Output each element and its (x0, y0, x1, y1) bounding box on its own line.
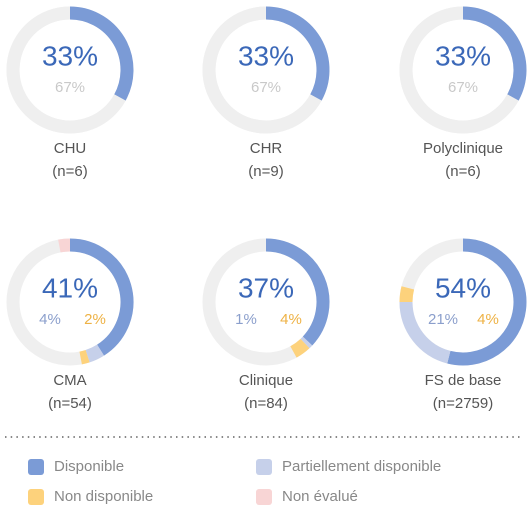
donut-segment (265, 6, 330, 101)
donut-segment (290, 338, 310, 358)
unavailable-label: 2% (84, 311, 106, 328)
sample-size: (n=2759) (433, 395, 493, 412)
main-value-label: 33% (435, 40, 491, 71)
category-label: CHR (250, 140, 283, 157)
partial-label: 21% (428, 311, 458, 328)
donut-segment (69, 6, 134, 101)
legend-label: Non disponible (54, 488, 153, 505)
donut-segment (85, 344, 105, 363)
main-value-label: 33% (42, 40, 98, 71)
donut-segment (69, 238, 134, 356)
unavailable-label: 4% (280, 311, 302, 328)
legend-swatch (28, 459, 44, 475)
unavailable-label: 4% (477, 311, 499, 328)
donut-remainder (399, 6, 519, 134)
remainder-label: 67% (55, 79, 85, 96)
donut-segment (399, 286, 415, 303)
category-label: CMA (53, 372, 86, 389)
donut-segment (58, 238, 71, 253)
main-value-label: 54% (435, 272, 491, 303)
sample-size: (n=54) (48, 395, 92, 412)
remainder-label: 67% (448, 79, 478, 96)
donut-segment (79, 349, 90, 365)
legend-label: Disponible (54, 458, 124, 475)
main-value-label: 37% (238, 272, 294, 303)
category-label: Polyclinique (423, 140, 503, 157)
partial-label: 4% (39, 311, 61, 328)
donut-segment (265, 238, 330, 346)
donut-remainder (6, 6, 126, 134)
legend-swatch (256, 459, 272, 475)
remainder-label: 67% (251, 79, 281, 96)
sample-size: (n=84) (244, 395, 288, 412)
category-label: CHU (54, 140, 87, 157)
legend-label: Non évalué (282, 488, 358, 505)
category-label: FS de base (425, 372, 502, 389)
legend-swatch (28, 489, 44, 505)
sample-size: (n=6) (445, 163, 480, 180)
main-value-label: 33% (238, 40, 294, 71)
donut-segment (447, 238, 527, 366)
donut-remainder (202, 6, 322, 134)
legend-swatch (256, 489, 272, 505)
donut-segment (399, 301, 451, 364)
category-label: Clinique (239, 372, 293, 389)
donut-segment (300, 336, 313, 349)
main-value-label: 41% (42, 272, 98, 303)
sample-size: (n=9) (248, 163, 283, 180)
donut-segment (462, 6, 527, 101)
partial-label: 1% (235, 311, 257, 328)
sample-size: (n=6) (52, 163, 87, 180)
legend-label: Partiellement disponible (282, 458, 441, 475)
